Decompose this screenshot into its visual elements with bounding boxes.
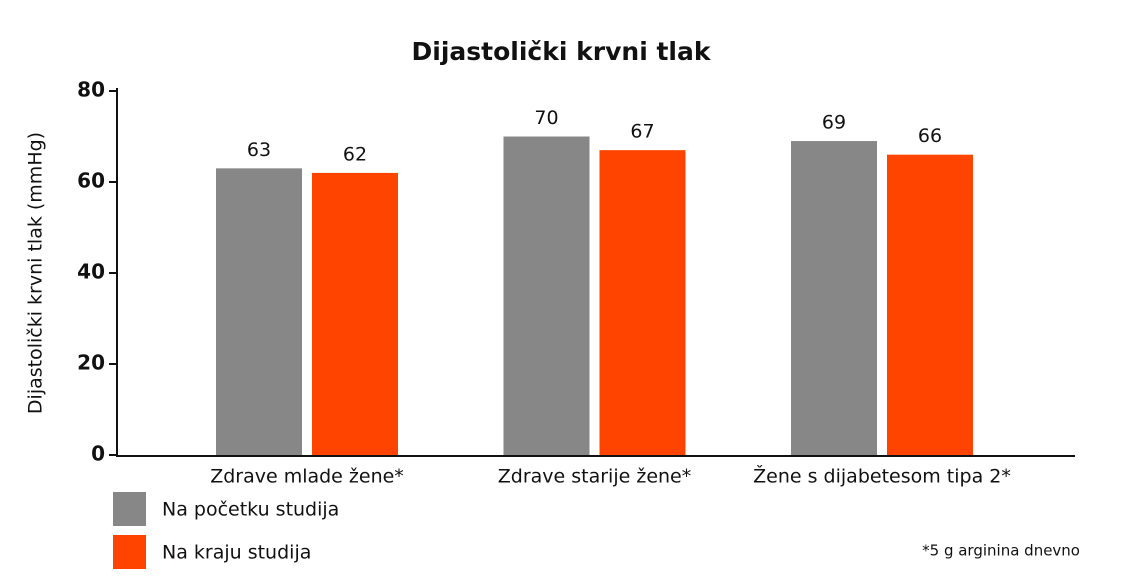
value-label: 62	[343, 143, 367, 165]
value-label: 66	[918, 125, 942, 147]
x-tick-label: Zdrave starije žene*	[498, 466, 692, 488]
bar	[599, 150, 686, 455]
value-label: 63	[247, 139, 271, 161]
y-axis-label: Dijastolički krvni tlak (mmHg)	[25, 132, 47, 414]
bar	[503, 136, 590, 455]
value-label: 67	[630, 121, 654, 143]
bar	[887, 154, 973, 455]
bar	[216, 168, 302, 455]
x-tick-label: Žene s dijabetesom tipa 2*	[753, 465, 1011, 488]
legend-label: Na kraju studija	[162, 542, 311, 564]
footnote: *5 g arginina dnevno	[922, 542, 1080, 560]
legend-label: Na početku studija	[162, 499, 339, 521]
bar	[312, 172, 398, 455]
bar	[791, 141, 877, 456]
y-tick-label: 0	[91, 442, 105, 466]
y-tick-label: 40	[77, 260, 105, 284]
y-tick-label: 20	[77, 351, 105, 375]
y-tick-label: 60	[77, 169, 105, 193]
value-label: 69	[822, 112, 846, 134]
legend-swatch	[113, 535, 146, 569]
y-tick-label: 80	[77, 78, 105, 102]
legend-swatch	[113, 492, 146, 526]
chart-title: Dijastolički krvni tlak	[412, 37, 712, 66]
x-tick-label: Zdrave mlade žene*	[210, 466, 404, 488]
value-label: 70	[534, 107, 558, 129]
